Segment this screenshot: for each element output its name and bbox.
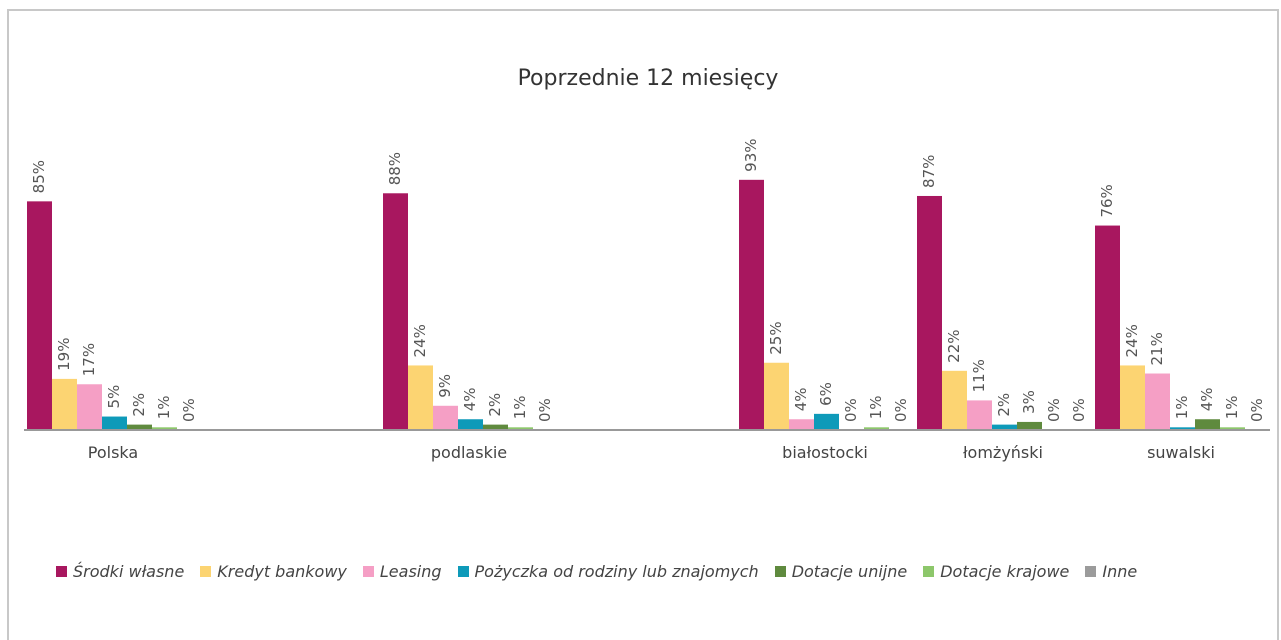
value-label: 2% (486, 393, 504, 417)
bar (992, 424, 1017, 430)
x-tick-label: łomżyński (963, 443, 1043, 462)
legend-swatch (362, 566, 374, 577)
x-tick-label: białostocki (782, 443, 868, 462)
value-label: 25% (767, 321, 785, 354)
value-label: 6% (817, 382, 835, 406)
bar (942, 370, 967, 430)
legend-item: Dotacje krajowe (923, 562, 1069, 581)
bar (127, 424, 152, 430)
bar (814, 413, 839, 430)
value-label: 87% (920, 155, 938, 188)
value-label: 1% (1223, 396, 1241, 420)
bar (433, 405, 458, 430)
value-label: 88% (386, 152, 404, 185)
legend-swatch (774, 566, 786, 577)
legend-label: Dotacje unijne (791, 562, 908, 581)
value-label: 0% (892, 398, 910, 422)
chart-title: Poprzednie 12 miesięcy (518, 66, 779, 91)
bar (52, 378, 77, 430)
value-label: 19% (55, 338, 73, 371)
value-label: 0% (842, 398, 860, 422)
x-tick-label: Polska (88, 443, 138, 462)
legend-label: Środki własne (73, 562, 185, 581)
bar (77, 384, 102, 430)
value-label: 9% (436, 374, 454, 398)
bar (1095, 225, 1120, 430)
bar (383, 193, 408, 430)
frame (7, 9, 1279, 640)
bar (458, 419, 483, 430)
value-label: 24% (1123, 324, 1141, 357)
bar (1220, 427, 1245, 430)
x-tick-label: podlaskie (431, 443, 507, 462)
legend-item: Środki własne (56, 562, 184, 581)
bar (1145, 373, 1170, 430)
bar (152, 427, 177, 430)
legend-label: Kredyt bankowy (217, 562, 347, 581)
value-label: 24% (411, 324, 429, 357)
bar (917, 195, 942, 430)
legend-swatch (56, 566, 67, 577)
value-label: 0% (1045, 398, 1063, 422)
bar (483, 424, 508, 430)
legend-label: Inne (1102, 562, 1138, 581)
bar (739, 179, 764, 430)
bar (1120, 365, 1145, 430)
value-label: 1% (867, 396, 885, 420)
bar (1170, 427, 1195, 430)
legend-item: Inne (1085, 562, 1137, 581)
bar (1195, 419, 1220, 430)
bar (1017, 421, 1042, 430)
value-label: 5% (105, 385, 123, 409)
value-label: 4% (792, 387, 810, 411)
value-label: 1% (1173, 396, 1191, 420)
value-label: 1% (511, 396, 529, 420)
bar (864, 427, 889, 430)
value-label: 2% (995, 393, 1013, 417)
bar (764, 362, 789, 430)
legend-swatch (457, 566, 469, 577)
legend-swatch (1085, 566, 1097, 577)
value-label: 17% (80, 343, 98, 376)
bar (967, 400, 992, 430)
value-label: 11% (970, 359, 988, 392)
value-label: 1% (155, 396, 173, 420)
value-label: 0% (180, 398, 198, 422)
value-label: 4% (461, 387, 479, 411)
value-label: 0% (536, 398, 554, 422)
legend-item: Dotacje unijne (774, 562, 908, 581)
bar (27, 201, 52, 430)
value-label: 21% (1148, 332, 1166, 365)
legend-item: Pożyczka od rodziny lub znajomych (457, 562, 759, 581)
value-label: 22% (945, 329, 963, 362)
legend-item: Leasing (362, 562, 442, 581)
value-label: 76% (1098, 184, 1116, 217)
legend-swatch (923, 566, 935, 577)
value-label: 3% (1020, 390, 1038, 414)
legend-label: Pożyczka od rodziny lub znajomych (474, 562, 759, 581)
legend: Środki własne Kredyt bankowy Leasing Pożycz… (56, 562, 1137, 581)
x-tick-label: suwalski (1147, 443, 1215, 462)
legend-item: Kredyt bankowy (200, 562, 347, 581)
legend-label: Leasing (379, 562, 442, 581)
bar (408, 365, 433, 430)
bar (789, 419, 814, 430)
value-label: 4% (1198, 387, 1216, 411)
value-label: 2% (130, 393, 148, 417)
value-label: 85% (30, 160, 48, 193)
legend-label: Dotacje krajowe (940, 562, 1070, 581)
bar (508, 427, 533, 430)
bar (102, 416, 127, 430)
value-label: 0% (1070, 398, 1088, 422)
legend-swatch (200, 566, 212, 577)
value-label: 0% (1248, 398, 1266, 422)
value-label: 93% (742, 138, 760, 171)
